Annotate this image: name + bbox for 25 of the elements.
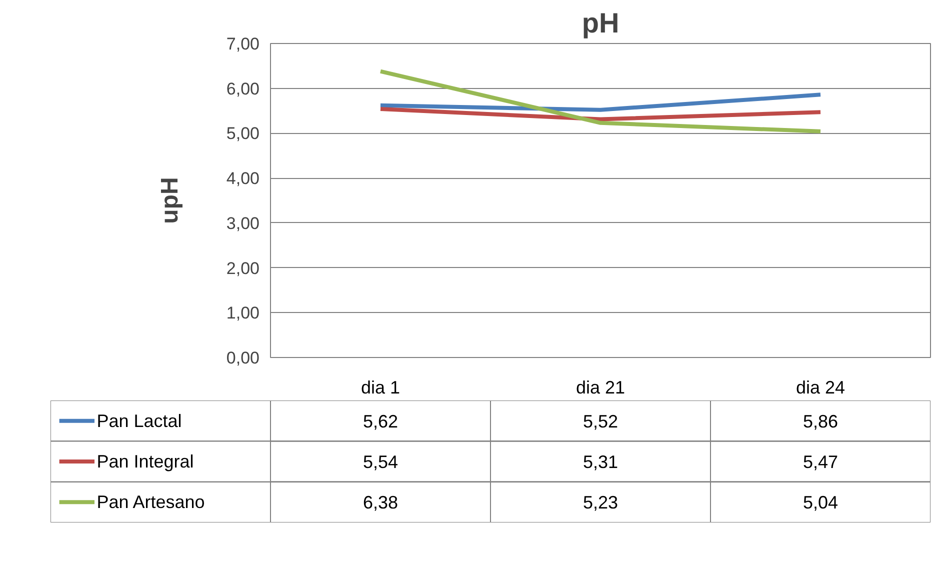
data-label: 5,04 bbox=[802, 492, 838, 513]
data-label: 5,31 bbox=[582, 452, 618, 472]
data-label: 5,47 bbox=[802, 452, 838, 472]
data-label: 6,38 bbox=[362, 492, 398, 513]
x-tick-label: dia 1 bbox=[360, 378, 400, 398]
y-tick-label: 2,00 bbox=[226, 258, 260, 278]
chart-title: pH bbox=[582, 8, 620, 38]
data-label: 5,62 bbox=[362, 411, 398, 432]
y-tick-label: 0,00 bbox=[226, 348, 260, 368]
data-label: 5,86 bbox=[802, 411, 838, 432]
y-tick-label: 5,00 bbox=[226, 124, 260, 144]
x-tick-label: dia 21 bbox=[576, 378, 626, 398]
x-tick-label: dia 24 bbox=[796, 378, 846, 398]
data-label: 5,54 bbox=[362, 452, 398, 472]
legend-label: Pan Artesano bbox=[96, 492, 205, 512]
y-tick-label: 7,00 bbox=[226, 34, 260, 54]
data-label: 5,23 bbox=[582, 492, 618, 513]
y-tick-label: 6,00 bbox=[226, 79, 260, 98]
y-tick-label: 4,00 bbox=[226, 169, 260, 188]
y-tick-label: 1,00 bbox=[226, 304, 260, 323]
legend-label: Pan Integral bbox=[96, 452, 194, 472]
legend-label: Pan Lactal bbox=[96, 410, 182, 431]
data-label: 5,52 bbox=[582, 411, 618, 432]
y-axis-title: upH bbox=[156, 177, 184, 224]
y-tick-label: 3,00 bbox=[226, 214, 260, 233]
